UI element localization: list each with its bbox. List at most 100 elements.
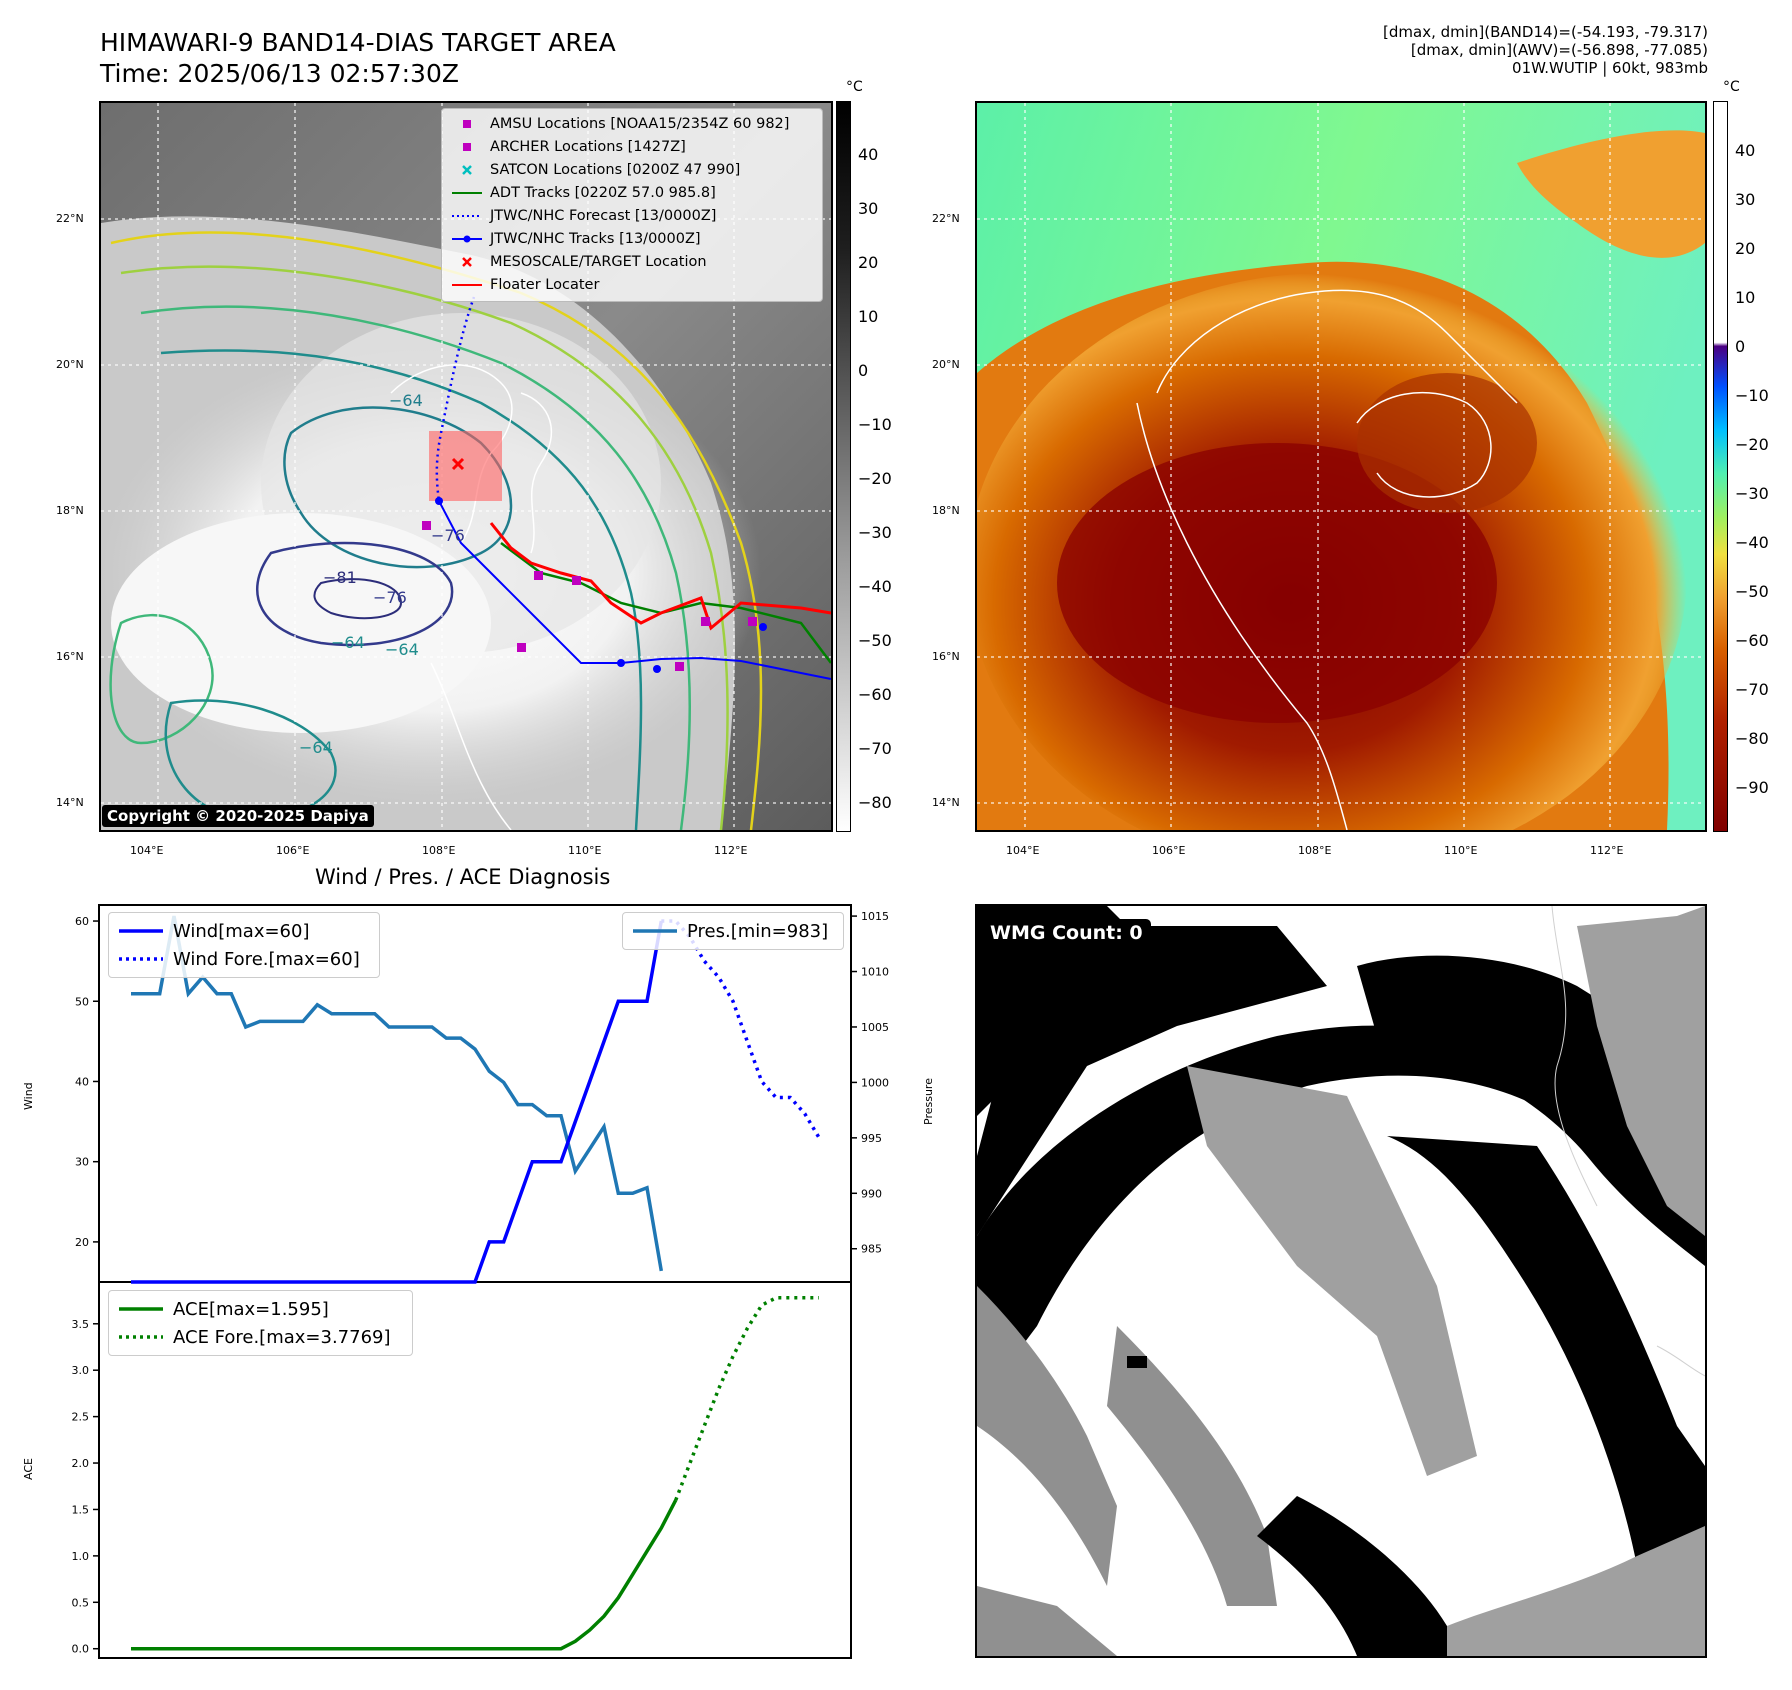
intensity-info: [dmax, dmin](BAND14)=(-54.193, -79.317) … (1383, 23, 1708, 77)
legend-item-wind: Wind[max=60] (119, 918, 310, 944)
legend-label: SATCON Locations [0200Z 47 990] (490, 162, 741, 178)
dotted-line-icon (119, 1335, 163, 1339)
legend-item-ace-forecast: ACE Fore.[max=3.7769] (119, 1324, 391, 1350)
colorbar-tick: 20 (1735, 239, 1756, 258)
contour-label: −76 (373, 588, 407, 607)
contour-label: −64 (389, 391, 423, 410)
colorbar-tick: −30 (858, 523, 892, 542)
lat-tick: 14°N (56, 796, 84, 809)
legend-label: MESOSCALE/TARGET Location (490, 254, 707, 270)
colorbar-tick: −10 (858, 415, 892, 434)
lat-tick: 18°N (932, 504, 960, 517)
ace-tick-label: 0.5 (72, 1596, 90, 1609)
wmg-panel: WMG Count: 0 (975, 904, 1707, 1658)
colorbar-tick: 30 (858, 199, 879, 218)
lon-tick: 104°E (1006, 844, 1040, 857)
lon-tick: 104°E (130, 844, 164, 857)
legend-item-archer: ARCHER Locations [1427Z] (452, 137, 686, 157)
lon-tick: 108°E (422, 844, 456, 857)
legend-label: Pres.[min=983] (687, 920, 829, 942)
lat-tick: 20°N (56, 358, 84, 371)
legend-item-jtwc-forecast: JTWC/NHC Forecast [13/0000Z] (452, 206, 716, 226)
pressure-tick-label: 1010 (861, 966, 889, 979)
colorbar-tick: −20 (858, 469, 892, 488)
solid-line-icon (119, 1307, 163, 1311)
legend-item-jtwc-tracks: JTWC/NHC Tracks [13/0000Z] (452, 229, 701, 249)
legend-item-adt: ADT Tracks [0220Z 57.0 985.8] (452, 183, 716, 203)
jtwc-track-points (435, 497, 767, 673)
colorbar-tick: −10 (1735, 386, 1769, 405)
colorbar-tick: −80 (1735, 729, 1769, 748)
colorbar-tick: 10 (858, 307, 879, 326)
wind-tick-label: 30 (75, 1156, 89, 1169)
pressure-tick-label: 995 (861, 1132, 882, 1145)
info-line-awv: [dmax, dmin](AWV)=(-56.898, -77.085) (1410, 41, 1708, 59)
legend-label: ARCHER Locations [1427Z] (490, 139, 686, 155)
colorbar-tick: −70 (858, 739, 892, 758)
wind-tick-label: 40 (75, 1075, 89, 1088)
legend-label: JTWC/NHC Tracks [13/0000Z] (490, 231, 701, 247)
diagnosis-chart: 20 30 40 50 60 985 990 995 1000 1005 1010 1015 0.0 0.… (72, 904, 889, 1659)
colorbar-tick: −60 (858, 685, 892, 704)
pressure-tick-label: 1000 (861, 1076, 889, 1089)
wind-tick-label: 50 (75, 995, 89, 1008)
lon-tick: 110°E (1444, 844, 1478, 857)
info-line-storm: 01W.WUTIP | 60kt, 983mb (1512, 59, 1708, 77)
lon-tick: 106°E (276, 844, 310, 857)
lon-tick: 112°E (1590, 844, 1624, 857)
lat-tick: 20°N (932, 358, 960, 371)
legend-label: Floater Locater (490, 277, 600, 293)
dotted-line-icon (119, 957, 163, 961)
ace-tick-label: 3.5 (72, 1318, 90, 1331)
ir-map-panel: −64 −81 −76 −64 −64 −76 −64 AMSU Locatio… (99, 101, 833, 832)
contour-label: −81 (323, 568, 357, 587)
figure-title: HIMAWARI-9 BAND14-DIAS TARGET AREA Time:… (100, 27, 616, 89)
map-legend: AMSU Locations [NOAA15/2354Z 60 982] ARC… (441, 108, 823, 302)
pressure-tick-label: 990 (861, 1187, 882, 1200)
awv-gridlines (977, 103, 1705, 830)
jtwc-forecast-track (435, 296, 476, 502)
colorbar-tick: 0 (1735, 337, 1746, 356)
wind-tick-label: 60 (75, 915, 89, 928)
pressure-tick-label: 1015 (861, 910, 889, 923)
ace-tick-label: 1.5 (72, 1503, 90, 1516)
amsu-archer-markers (422, 521, 757, 671)
wind-tick-label: 20 (75, 1236, 89, 1249)
lat-tick: 16°N (932, 650, 960, 663)
ace-line (131, 1499, 678, 1651)
contour-label: −76 (431, 526, 465, 545)
solid-line-icon (633, 929, 677, 933)
lat-tick: 22°N (56, 212, 84, 225)
legend-label: ACE[max=1.595] (173, 1298, 329, 1320)
colorbar-tick: −40 (1735, 533, 1769, 552)
line-marker-icon (452, 192, 482, 194)
square-marker-icon (463, 120, 471, 128)
lat-tick: 14°N (932, 796, 960, 809)
colorbar-tick: −30 (1735, 484, 1769, 503)
colorbar-tick: −90 (1735, 778, 1769, 797)
legend-item-wind-forecast: Wind Fore.[max=60] (119, 946, 360, 972)
grayscale-colorbar (836, 101, 851, 832)
lon-tick: 108°E (1298, 844, 1332, 857)
contour-label: −64 (385, 640, 419, 659)
mesoscale-target-marker (451, 457, 465, 471)
copyright-badge: Copyright © 2020-2025 Dapiya (102, 805, 374, 827)
legend-item-satcon: SATCON Locations [0200Z 47 990] (452, 160, 740, 180)
ace-tick-label: 2.0 (72, 1457, 90, 1470)
contour-label: −64 (331, 633, 365, 652)
legend-item-mesoscale: MESOSCALE/TARGET Location (452, 252, 707, 272)
wind-line (131, 920, 664, 1284)
dotted-line-icon (452, 215, 482, 217)
ace-tick-label: 1.0 (72, 1550, 90, 1563)
ace-tick-label: 2.5 (72, 1411, 90, 1424)
colorbar-tick: 30 (1735, 190, 1756, 209)
legend-label: ADT Tracks [0220Z 57.0 985.8] (490, 185, 716, 201)
ace-legend: ACE[max=1.595] ACE Fore.[max=3.7769] (108, 1290, 413, 1356)
legend-item-ace: ACE[max=1.595] (119, 1296, 329, 1322)
pressure-legend: Pres.[min=983] (622, 912, 844, 950)
awv-map-image (977, 103, 1705, 830)
wind-legend: Wind[max=60] Wind Fore.[max=60] (108, 912, 380, 978)
ace-tick-label: 3.0 (72, 1364, 90, 1377)
colorbar-tick: −80 (858, 793, 892, 812)
contour-labels: −64 −81 −76 −64 −64 −76 −64 (299, 391, 465, 757)
